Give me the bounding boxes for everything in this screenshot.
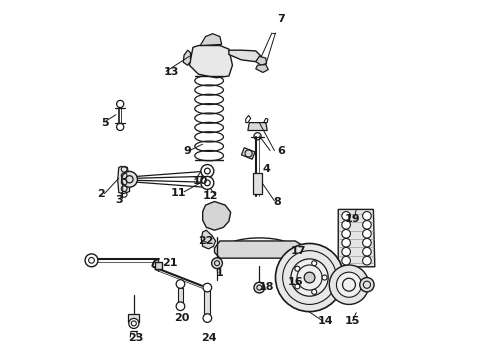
Polygon shape [229,50,261,62]
Polygon shape [338,210,375,267]
Polygon shape [215,241,304,258]
Polygon shape [256,56,267,65]
Polygon shape [190,45,232,78]
Circle shape [295,266,300,271]
Polygon shape [242,148,255,159]
Polygon shape [128,315,139,321]
Polygon shape [204,291,210,315]
Text: 22: 22 [198,236,213,246]
Circle shape [304,272,315,283]
Text: 10: 10 [193,176,208,186]
Circle shape [203,314,212,322]
Polygon shape [200,34,221,45]
Circle shape [312,289,317,294]
Circle shape [312,261,317,266]
Circle shape [342,238,350,247]
Circle shape [363,229,371,238]
Polygon shape [248,123,267,131]
Polygon shape [155,262,162,269]
Text: 18: 18 [259,282,274,292]
Circle shape [329,265,368,305]
Circle shape [360,278,374,292]
Circle shape [363,247,371,256]
Circle shape [363,256,371,265]
Circle shape [275,243,343,312]
Polygon shape [118,166,129,194]
Text: 16: 16 [288,277,303,287]
Circle shape [201,165,214,177]
Circle shape [201,176,214,189]
Polygon shape [253,173,262,194]
Polygon shape [203,202,231,230]
Circle shape [291,259,328,296]
Circle shape [363,212,371,220]
Circle shape [212,258,222,269]
Polygon shape [183,50,191,65]
Circle shape [363,221,371,229]
Circle shape [295,284,300,289]
Text: 1: 1 [216,267,224,278]
Text: 7: 7 [277,14,285,24]
Circle shape [337,272,362,297]
Text: 17: 17 [290,246,306,256]
Circle shape [122,171,137,187]
Polygon shape [177,288,183,302]
Circle shape [342,212,350,220]
Text: 8: 8 [273,197,281,207]
Text: 3: 3 [115,195,122,205]
Text: 2: 2 [97,189,105,199]
Circle shape [342,221,350,229]
Text: 4: 4 [263,164,270,174]
Circle shape [176,302,185,311]
Circle shape [342,229,350,238]
Text: 24: 24 [201,333,217,343]
Text: 6: 6 [277,146,285,156]
Circle shape [176,280,185,288]
Text: 12: 12 [203,191,219,201]
Text: 15: 15 [345,316,360,325]
Text: 9: 9 [184,146,192,156]
Text: 21: 21 [162,258,177,268]
Circle shape [363,238,371,247]
Circle shape [203,283,212,292]
Text: 14: 14 [318,316,334,325]
Polygon shape [201,230,216,249]
Text: 23: 23 [128,333,143,343]
Circle shape [342,247,350,256]
Circle shape [322,275,327,280]
Text: 13: 13 [164,67,179,77]
Circle shape [85,254,98,267]
Polygon shape [256,64,269,72]
Text: 20: 20 [174,313,190,323]
Circle shape [129,319,139,328]
Circle shape [342,256,350,265]
Text: 5: 5 [101,118,109,128]
Text: 11: 11 [171,188,186,198]
Text: 19: 19 [345,215,361,224]
Circle shape [254,282,265,293]
